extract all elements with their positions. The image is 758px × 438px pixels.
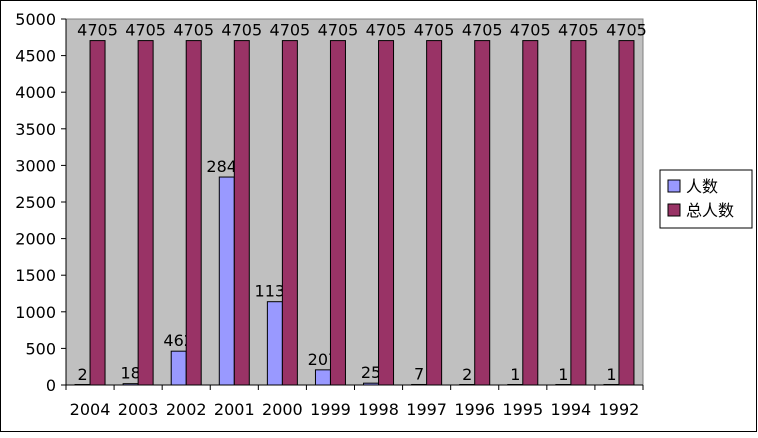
y-tick-label: 5000 xyxy=(15,10,56,29)
legend-swatch xyxy=(667,203,681,217)
bar-total xyxy=(474,40,491,386)
y-tick-label: 3500 xyxy=(15,120,56,139)
legend-label: 人数 xyxy=(686,177,718,196)
bar-total xyxy=(137,40,154,386)
y-tick-label: 2000 xyxy=(15,230,56,249)
x-tick-label: 1996 xyxy=(454,400,495,419)
bar-count xyxy=(411,383,428,386)
bar-count xyxy=(459,384,476,386)
x-tick-label: 2003 xyxy=(118,400,159,419)
y-tick-label: 0 xyxy=(46,376,56,395)
data-label: 1 xyxy=(558,365,568,384)
bar-count xyxy=(314,369,331,386)
x-tick-label: 1997 xyxy=(406,400,447,419)
legend-label: 总人数 xyxy=(686,201,734,220)
data-label: 4705 xyxy=(558,21,599,40)
data-label: 25 xyxy=(361,363,381,382)
data-label: 4705 xyxy=(270,21,311,40)
data-label: 1 xyxy=(606,365,616,384)
plot-area xyxy=(65,18,644,386)
data-label: 4705 xyxy=(510,21,551,40)
bar-count xyxy=(218,176,235,386)
bar-count xyxy=(266,301,283,386)
bar-total xyxy=(233,40,250,386)
data-label: 18 xyxy=(120,364,140,383)
bar-count xyxy=(507,384,524,386)
bar-count xyxy=(555,384,572,386)
data-label: 4705 xyxy=(318,21,359,40)
data-label: 4705 xyxy=(606,21,647,40)
x-tick-label: 2001 xyxy=(214,400,255,419)
bar-count xyxy=(363,382,380,386)
legend-swatch xyxy=(667,179,681,193)
data-label: 2 xyxy=(462,365,472,384)
y-tick-label: 1500 xyxy=(15,266,56,285)
x-tick-label: 2000 xyxy=(262,400,303,419)
bar-count xyxy=(603,384,620,386)
bar-total xyxy=(378,40,395,386)
chart-marks: 0 500 1000 1500 2000 2500 3000 3500 4000 4500 5000… xyxy=(15,10,753,419)
bar-total xyxy=(281,40,298,386)
data-label: 4705 xyxy=(366,21,407,40)
y-tick-label: 3000 xyxy=(15,156,56,175)
data-label: 7 xyxy=(414,364,424,383)
x-tick-label: 1994 xyxy=(551,400,592,419)
data-label: 4705 xyxy=(77,21,118,40)
x-tick-label: 1999 xyxy=(310,400,351,419)
bar-count xyxy=(74,384,91,386)
bar-count xyxy=(122,383,139,386)
x-tick-label: 2004 xyxy=(70,400,111,419)
bar-total xyxy=(426,40,443,386)
bar-count xyxy=(170,350,187,386)
bar-total xyxy=(185,40,202,386)
bar-total xyxy=(89,40,106,386)
bar-total xyxy=(618,40,635,386)
x-tick-label: 2002 xyxy=(166,400,207,419)
data-label: 4705 xyxy=(125,21,166,40)
bar-total xyxy=(522,40,539,386)
y-tick-label: 4500 xyxy=(15,47,56,66)
data-label: 4705 xyxy=(414,21,455,40)
y-tick-label: 1000 xyxy=(15,303,56,322)
data-label: 4705 xyxy=(173,21,214,40)
data-label: 4705 xyxy=(462,21,503,40)
x-tick-label: 1992 xyxy=(599,400,640,419)
y-tick-label: 500 xyxy=(25,339,56,358)
data-label: 2 xyxy=(77,365,87,384)
y-tick-label: 4000 xyxy=(15,83,56,102)
data-label: 1 xyxy=(510,365,520,384)
y-tick-label: 2500 xyxy=(15,193,56,212)
x-tick-label: 1998 xyxy=(358,400,399,419)
data-label: 4705 xyxy=(221,21,262,40)
bar-total xyxy=(570,40,587,386)
bar-total xyxy=(329,40,346,386)
x-tick-label: 1995 xyxy=(502,400,543,419)
